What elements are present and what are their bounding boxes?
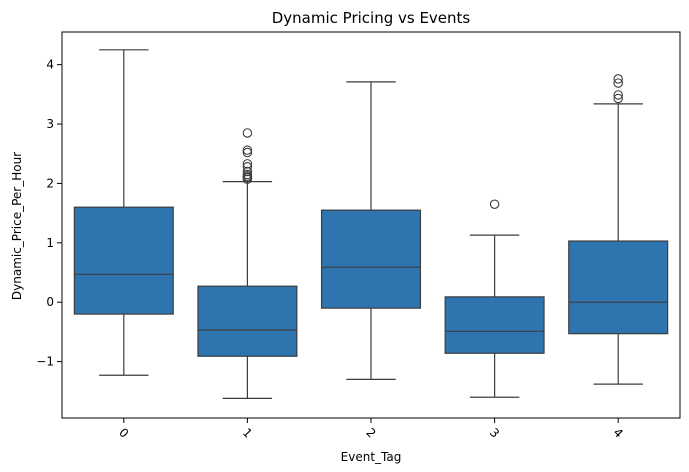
outlier-point xyxy=(242,159,253,169)
iqr-box xyxy=(568,240,669,335)
outlier-point xyxy=(242,145,253,155)
x-tick-label: 4 xyxy=(611,425,626,440)
box-group-3 xyxy=(444,199,545,398)
y-tick-label: −1 xyxy=(36,355,54,369)
iqr-box xyxy=(73,206,174,315)
outlier-point xyxy=(242,162,253,172)
x-tick-label: 3 xyxy=(487,425,502,440)
outlier-point xyxy=(242,147,253,158)
x-tick-label: 1 xyxy=(240,425,255,440)
y-tick-label: 3 xyxy=(46,117,54,131)
y-axis: 4 3 2 1 0 −1 xyxy=(36,58,62,369)
iqr-box xyxy=(320,209,422,309)
plot-area xyxy=(73,49,669,400)
outlier-point xyxy=(242,128,253,138)
y-tick-label: 2 xyxy=(46,176,54,190)
box-group-2 xyxy=(320,81,422,380)
x-tick-label: 0 xyxy=(116,425,131,440)
outlier-point xyxy=(242,166,253,177)
outlier-point xyxy=(613,78,623,88)
x-axis: 0 1 2 3 4 xyxy=(116,418,626,441)
box-group-4 xyxy=(568,74,669,385)
y-tick-label: 0 xyxy=(46,295,54,309)
y-tick-label: 4 xyxy=(46,58,54,72)
outlier-point xyxy=(613,74,623,84)
outlier-point xyxy=(489,199,500,209)
y-axis-label: Dynamic_Price_Per_Hour xyxy=(10,152,24,300)
box-group-1 xyxy=(197,128,298,400)
y-tick-label: 1 xyxy=(46,236,54,250)
chart-title: Dynamic Pricing vs Events xyxy=(272,9,471,27)
outlier-point xyxy=(613,93,623,104)
x-axis-label: Event_Tag xyxy=(341,450,402,464)
outlier-point xyxy=(613,90,623,100)
iqr-box xyxy=(444,296,545,354)
outlier-point xyxy=(242,169,253,180)
box-group-0 xyxy=(73,49,174,376)
iqr-box xyxy=(197,285,298,357)
x-tick-label: 2 xyxy=(363,425,378,440)
